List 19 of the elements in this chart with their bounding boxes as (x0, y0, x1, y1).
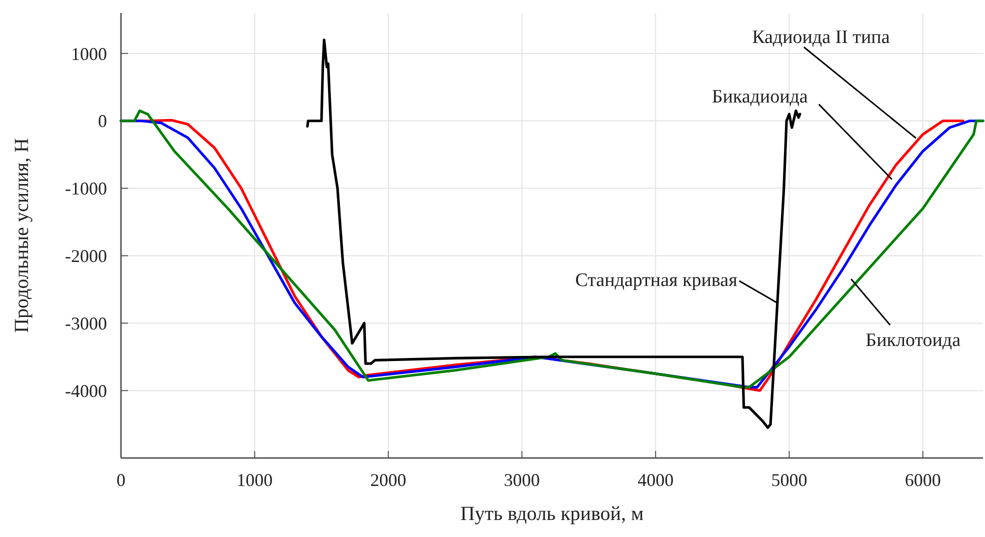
annotation: Кадиоида II типа (752, 27, 890, 48)
annotation: Биклотоида (866, 330, 962, 351)
x-tick-label: 5000 (771, 470, 808, 490)
y-tick-label: -2000 (65, 246, 107, 266)
y-tick-label: -4000 (65, 380, 107, 401)
x-tick-label: 2000 (370, 470, 406, 490)
annotation: Стандартная кривая (575, 270, 738, 291)
y-tick-label: -1000 (65, 178, 107, 199)
x-tick-label: 6000 (904, 470, 941, 490)
x-tick-label: 0 (116, 470, 126, 490)
annotation: Бикадиоида (712, 86, 808, 108)
y-tick-label: -3000 (65, 313, 107, 334)
x-tick-label: 1000 (236, 470, 273, 490)
x-tick-label: 3000 (504, 470, 540, 490)
x-tick-label: 4000 (638, 470, 674, 490)
x-axis-title: Путь вдоль кривой, м (460, 503, 644, 525)
y-tick-label: 1000 (71, 44, 107, 64)
y-tick-label: 0 (98, 111, 107, 132)
y-axis-title: Продольные усилия, Н (11, 138, 33, 333)
